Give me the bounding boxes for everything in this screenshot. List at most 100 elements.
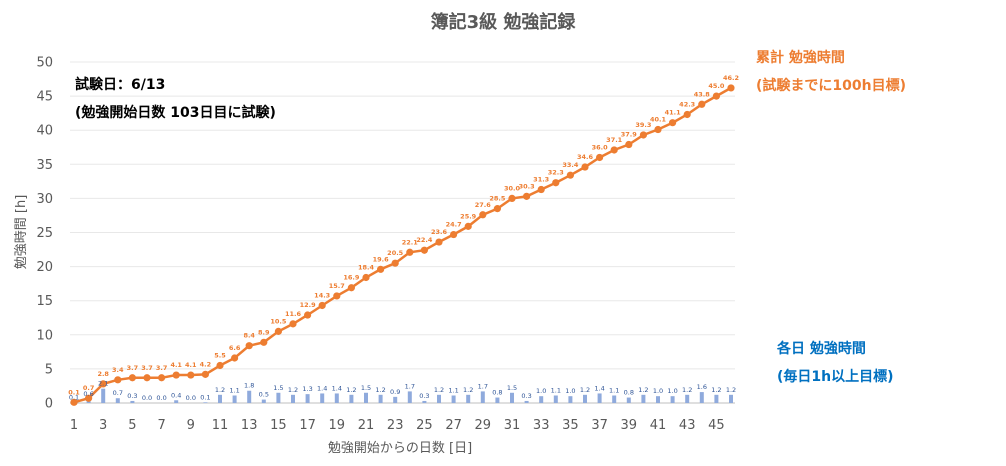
cumulative-point-label: 20.5 (387, 249, 404, 257)
x-tick-label: 11 (212, 418, 229, 433)
cumulative-point (508, 194, 516, 202)
daily-bar (670, 396, 675, 403)
cumulative-point (727, 84, 735, 92)
gridlines (70, 61, 735, 404)
x-tick-label: 45 (708, 418, 725, 433)
cumulative-point-label: 0.1 (68, 388, 80, 396)
cumulative-point-label: 3.7 (141, 364, 153, 372)
chart-title: 簿記3級 勉強記録 (431, 11, 577, 33)
cumulative-point-label: 28.5 (489, 195, 506, 203)
daily-bar (480, 391, 485, 403)
daily-bar-label: 1.2 (682, 386, 692, 394)
daily-bar-label: 1.2 (711, 386, 721, 394)
cumulative-point-label: 37.9 (621, 131, 638, 139)
x-tick-label: 41 (650, 418, 667, 433)
daily-bar-label: 1.5 (361, 384, 371, 392)
daily-bar-label: 1.8 (244, 382, 254, 390)
daily-bar-label: 0.8 (492, 389, 502, 397)
cumulative-point-label: 32.3 (548, 169, 564, 177)
x-tick-label: 7 (157, 418, 165, 433)
cumulative-point-label: 3.7 (127, 364, 139, 372)
cumulative-point-label: 27.6 (475, 201, 492, 209)
cumulative-point-label: 30.3 (519, 182, 535, 190)
cumulative-point-label: 8.4 (243, 332, 255, 340)
exam-day-note: (勉強開始日数 103日目に試験) (75, 104, 276, 121)
y-tick-label: 15 (36, 294, 53, 309)
cumulative-point (201, 370, 209, 378)
cumulative-point (450, 230, 458, 239)
daily-bar (349, 394, 354, 403)
daily-bar-label: 1.0 (565, 387, 575, 395)
y-tick-label: 40 (36, 124, 53, 139)
cumulative-point (639, 131, 648, 139)
daily-bar-label: 0.8 (624, 389, 634, 397)
x-tick-label: 25 (416, 418, 433, 433)
daily-bar-label: 0.3 (521, 392, 531, 400)
cumulative-point (216, 361, 224, 370)
y-tick-label: 20 (36, 260, 53, 275)
daily-bar-label: 1.2 (288, 386, 298, 394)
cumulative-point (99, 380, 107, 388)
x-tick-label: 29 (475, 418, 492, 433)
daily-bar (597, 393, 602, 403)
exam-date-note: 試験日：6/13 (75, 76, 165, 93)
daily-bar-label: 1.2 (580, 386, 590, 394)
cumulative-point-label: 12.9 (300, 301, 317, 309)
cumulative-point (596, 153, 604, 162)
x-tick-label: 37 (591, 418, 608, 433)
x-tick-label: 33 (533, 418, 550, 433)
x-tick-label: 17 (299, 418, 316, 433)
daily-bar (466, 394, 471, 403)
daily-bar-label: 1.5 (507, 384, 517, 392)
daily-bar (305, 394, 310, 403)
daily-bar (685, 394, 690, 403)
cumulative-point-label: 23.6 (431, 228, 448, 236)
daily-bar (291, 394, 295, 403)
daily-bar (729, 394, 733, 403)
daily-bar-label: 1.0 (653, 387, 663, 395)
daily-bar (612, 395, 617, 403)
cumulative-point-label: 4.1 (185, 361, 197, 369)
cumulative-point (537, 185, 545, 194)
y-tick-label: 50 (36, 56, 53, 71)
cumulative-point-label: 5.5 (214, 351, 226, 359)
x-axis-title: 勉強開始からの日数 [日] (328, 441, 472, 456)
daily-bar-label: 1.3 (302, 385, 312, 393)
cumulative-point-label: 30.0 (504, 184, 521, 192)
x-tick-label: 3 (99, 418, 107, 433)
cumulative-point-label: 25.9 (460, 212, 477, 220)
x-tick-label: 9 (187, 418, 195, 433)
y-tick-label: 10 (36, 328, 53, 343)
daily-bar (393, 396, 398, 403)
cumulative-point (362, 273, 370, 282)
x-tick-label: 19 (329, 418, 346, 433)
daily-bar-label: 1.4 (594, 384, 604, 392)
cumulative-point-label: 18.4 (358, 264, 375, 272)
daily-bar (378, 394, 383, 403)
daily-bar (422, 400, 427, 403)
cumulative-point-label: 45.0 (708, 82, 725, 90)
cumulative-point-label: 16.9 (343, 274, 360, 282)
x-tick-label: 15 (270, 418, 287, 433)
daily-bar (203, 402, 208, 403)
cumulative-point-label: 34.6 (577, 153, 594, 161)
daily-bar (539, 396, 544, 403)
cumulative-point (187, 371, 195, 379)
cumulative-point (610, 146, 618, 154)
daily-bar (407, 391, 412, 403)
cumulative-point-label: 31.3 (533, 176, 549, 184)
cumulative-point-label: 46.2 (723, 74, 739, 82)
daily-bar (130, 400, 135, 403)
cumulative-point-label: 8.9 (258, 328, 270, 336)
daily-bar (699, 392, 704, 403)
cumulative-point-label: 15.7 (329, 282, 345, 290)
legend-daily-title: 各日 勉強時間 (776, 340, 866, 357)
cumulative-point (523, 192, 531, 200)
daily-bar (626, 397, 631, 403)
cumulative-point-label: 40.1 (650, 116, 667, 124)
cumulative-point-label: 22.1 (402, 238, 419, 246)
daily-bar-label: 0.4 (171, 391, 181, 399)
cumulative-point-label: 0.7 (83, 384, 95, 392)
cumulative-point (143, 374, 151, 382)
daily-bar-label: 1.7 (478, 382, 488, 390)
